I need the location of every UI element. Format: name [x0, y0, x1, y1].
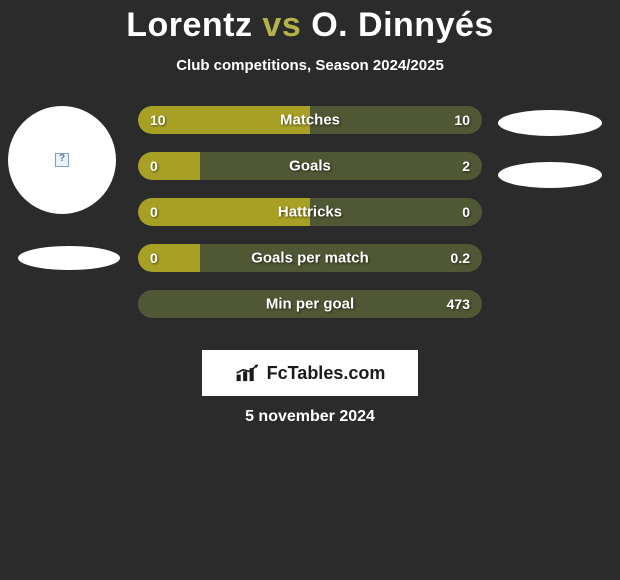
- bar-label: Min per goal: [266, 296, 354, 313]
- fctables-logo: FcTables.com: [202, 350, 418, 396]
- player2-name: O. Dinnyés: [311, 6, 494, 44]
- player1-avatar: [8, 106, 116, 214]
- bar-value-right: 0.2: [451, 250, 470, 266]
- chart-icon: [235, 362, 261, 384]
- stat-bar: 0 Goals 2: [138, 152, 482, 180]
- stat-bar: Min per goal 473: [138, 290, 482, 318]
- stat-bar: 10 Matches 10: [138, 106, 482, 134]
- comparison-stage: 10 Matches 10 0 Goals 2 0 Hattricks 0 0 Goals per …: [0, 98, 620, 358]
- bar-value-right: 473: [447, 296, 470, 312]
- bar-value-right: 10: [454, 112, 470, 128]
- player2-ellipse-2: [498, 162, 602, 188]
- bar-fill-left: [138, 152, 200, 180]
- bar-label: Matches: [280, 112, 340, 129]
- bar-value-right: 0: [462, 204, 470, 220]
- player1-shadow: [18, 246, 120, 270]
- bar-value-right: 2: [462, 158, 470, 174]
- stat-bar: 0 Goals per match 0.2: [138, 244, 482, 272]
- bar-value-left: 10: [150, 112, 166, 128]
- page-title: Lorentz vs O. Dinnyés: [0, 0, 620, 45]
- bar-label: Goals per match: [251, 250, 369, 267]
- date-label: 5 november 2024: [245, 408, 375, 426]
- logo-text: FcTables.com: [267, 363, 386, 384]
- player2-ellipse-1: [498, 110, 602, 136]
- subtitle: Club competitions, Season 2024/2025: [0, 57, 620, 74]
- stat-bars-container: 10 Matches 10 0 Goals 2 0 Hattricks 0 0 Goals per …: [138, 106, 482, 336]
- bar-value-left: 0: [150, 158, 158, 174]
- bar-fill-left: [138, 244, 200, 272]
- stat-bar: 0 Hattricks 0: [138, 198, 482, 226]
- bar-value-left: 0: [150, 250, 158, 266]
- broken-image-icon: [55, 153, 69, 167]
- vs-separator: vs: [262, 6, 301, 44]
- bar-label: Hattricks: [278, 204, 342, 221]
- bar-value-left: 0: [150, 204, 158, 220]
- player1-name: Lorentz: [126, 6, 252, 44]
- bar-label: Goals: [289, 158, 331, 175]
